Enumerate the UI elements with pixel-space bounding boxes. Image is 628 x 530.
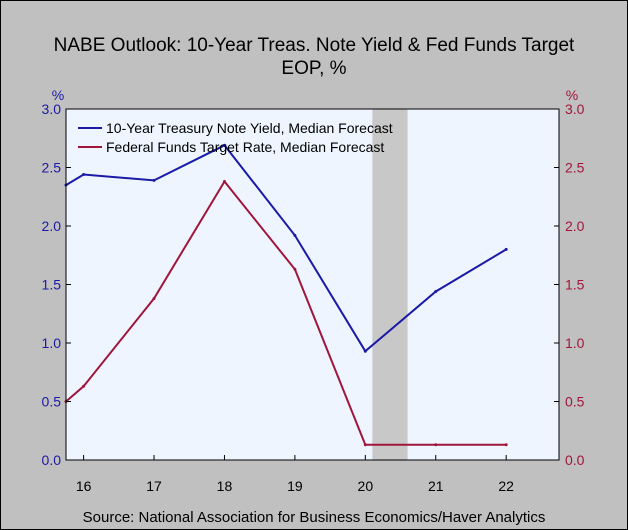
legend-label-treasury: 10-Year Treasury Note Yield, Median Fore…: [106, 120, 393, 136]
x-tick-label: 18: [217, 478, 233, 494]
series-1-point: [363, 443, 367, 447]
series-0-point: [363, 349, 367, 353]
series-0-point: [434, 290, 438, 294]
x-tick-label: 22: [498, 478, 514, 494]
x-tick-label: 17: [146, 478, 162, 494]
series-0-point: [222, 143, 226, 147]
series-1-point: [434, 443, 438, 447]
y-tick-label-right: 2.5: [565, 160, 585, 176]
chart-title-line1: NABE Outlook: 10-Year Treas. Note Yield …: [54, 35, 575, 56]
series-line-1: [65, 179, 507, 446]
series-1-point: [504, 443, 508, 447]
series-1-point: [82, 384, 86, 388]
series-1-point: [152, 297, 156, 301]
chart-source: Source: National Association for Busines…: [83, 509, 546, 526]
y-tick-label-left: 2.5: [42, 160, 62, 176]
y-tick-label-right: 2.0: [565, 218, 585, 234]
x-tick-label: 20: [358, 478, 374, 494]
y-tick-label-left: 1.0: [42, 335, 62, 351]
y-tick-label-right: 0.5: [565, 394, 585, 410]
y-tick-label-left: 1.5: [42, 277, 62, 293]
y-tick-label-left: 0.0: [42, 452, 62, 468]
series-0-point: [152, 178, 156, 182]
y-axis-left-label: %: [52, 87, 64, 103]
y-tick-label-left: 3.0: [42, 101, 62, 117]
legend: 10-Year Treasury Note Yield, Median Fore…: [78, 120, 393, 155]
series-0-point: [504, 247, 508, 251]
series-0-point: [82, 173, 86, 177]
series-1-point: [222, 180, 226, 184]
y-tick-label-left: 2.0: [42, 218, 62, 234]
x-tick-label: 21: [428, 478, 444, 494]
chart-title-line2: EOP, %: [281, 58, 346, 79]
x-tick-label: 19: [287, 478, 303, 494]
series-0-point: [293, 233, 297, 237]
y-axis-right-label: %: [566, 87, 578, 103]
series-line-0: [65, 144, 507, 353]
y-tick-label-right: 0.0: [565, 452, 585, 468]
y-tick-label-right: 3.0: [565, 101, 585, 117]
x-tick-label: 16: [76, 478, 92, 494]
shaded-region: [372, 109, 408, 460]
y-tick-label-left: 0.5: [42, 394, 62, 410]
y-tick-label-right: 1.5: [565, 277, 585, 293]
plot-area: [66, 109, 559, 460]
series-1-point: [293, 267, 297, 271]
legend-label-fedfunds: Federal Funds Target Rate, Median Foreca…: [106, 139, 384, 155]
y-tick-label-right: 1.0: [565, 335, 585, 351]
